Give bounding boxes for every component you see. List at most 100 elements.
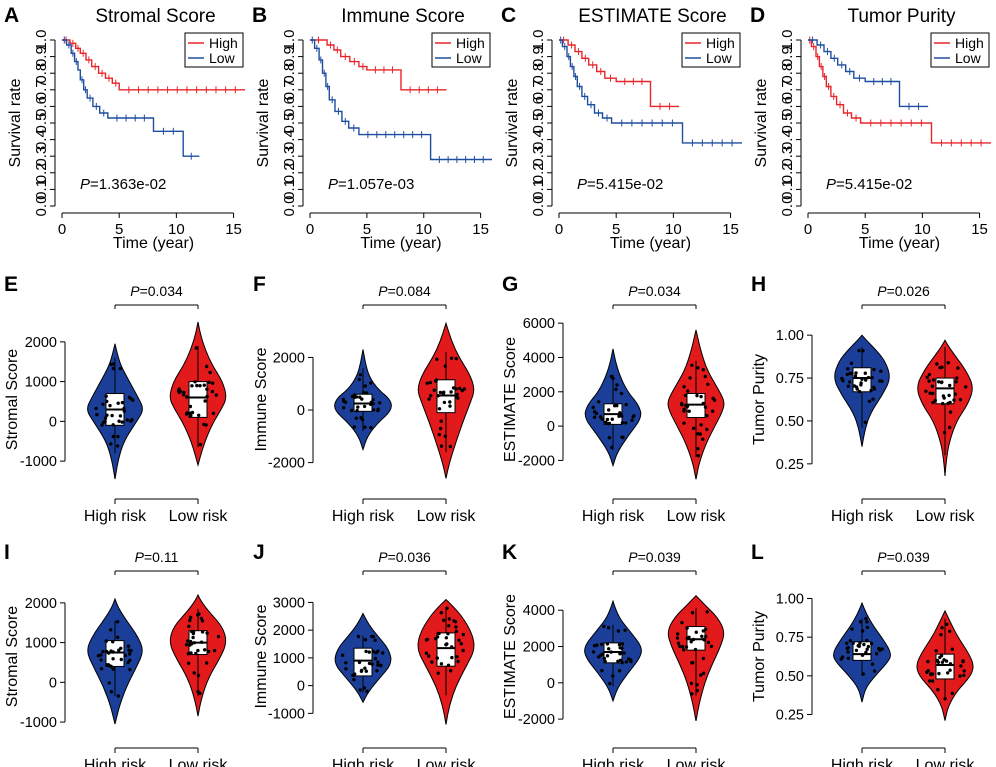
- y-tick-label: 2000: [273, 623, 305, 639]
- y-axis-title: Survival rate: [504, 78, 521, 167]
- data-point: [601, 652, 605, 656]
- data-point: [591, 405, 595, 410]
- data-point: [686, 389, 690, 393]
- data-point: [954, 380, 958, 384]
- data-point: [119, 646, 123, 650]
- data-point: [953, 392, 957, 396]
- data-point: [629, 658, 633, 662]
- data-point: [356, 634, 361, 639]
- data-point: [940, 660, 945, 664]
- data-point: [448, 444, 452, 449]
- data-point: [610, 445, 614, 450]
- data-point: [441, 392, 446, 396]
- y-tick-label: 0.25: [776, 457, 804, 473]
- data-point: [438, 426, 443, 431]
- data-point: [101, 420, 106, 424]
- y-tick-label: 0: [547, 676, 555, 692]
- p-value: P=0.034: [130, 283, 183, 299]
- y-tick-label: 0.6: [33, 96, 50, 117]
- data-point: [191, 630, 196, 634]
- data-point: [188, 618, 192, 623]
- legend-box: [431, 32, 491, 68]
- data-point: [116, 401, 120, 405]
- data-point: [373, 656, 378, 661]
- x-tick-label: 10: [914, 221, 931, 238]
- data-point: [205, 661, 209, 665]
- y-tick-label: 0: [297, 679, 305, 695]
- p-value: P=0.036: [378, 549, 431, 565]
- x-axis-title: Time (year): [610, 235, 691, 252]
- data-point: [706, 382, 710, 386]
- data-point: [357, 377, 361, 382]
- data-point: [685, 636, 689, 641]
- data-point: [925, 375, 929, 379]
- y-tick-label: 1000: [25, 636, 57, 652]
- data-point: [878, 648, 882, 652]
- data-point: [696, 366, 700, 370]
- data-point: [630, 418, 634, 422]
- data-point: [181, 393, 186, 397]
- data-point: [378, 401, 382, 405]
- data-point: [109, 442, 113, 446]
- data-point: [358, 395, 362, 399]
- data-point: [111, 667, 115, 671]
- data-point: [608, 681, 612, 686]
- data-point: [933, 398, 937, 403]
- data-point: [455, 655, 459, 659]
- data-point: [701, 368, 705, 372]
- data-point: [110, 413, 114, 418]
- legend-label: High: [955, 35, 984, 51]
- y-tick-label: 0.2: [779, 162, 796, 183]
- data-point: [446, 663, 451, 667]
- data-point: [108, 403, 112, 408]
- y-tick-label: 0.2: [33, 162, 50, 183]
- data-point: [631, 414, 635, 419]
- chart-title: Immune Score: [341, 6, 465, 27]
- data-point: [198, 384, 202, 388]
- data-point: [680, 620, 684, 625]
- data-point: [196, 689, 200, 694]
- data-point: [435, 635, 440, 639]
- data-point: [848, 371, 852, 376]
- p-value: P=0.034: [628, 283, 681, 299]
- data-point: [617, 669, 622, 673]
- p-value: P=0.11: [135, 549, 179, 565]
- y-tick-label: 1000: [273, 651, 305, 667]
- y-tick-label: -1000: [20, 454, 57, 470]
- y-axis-title: Immune Score: [253, 347, 270, 451]
- data-point: [929, 672, 933, 677]
- y-tick-label: 2000: [25, 596, 57, 612]
- data-point: [376, 663, 380, 667]
- data-point: [680, 645, 685, 649]
- panel-letter: C: [501, 4, 516, 27]
- data-point: [858, 620, 863, 624]
- y-tick-label: -1000: [20, 715, 57, 731]
- data-point: [682, 648, 686, 652]
- data-point: [450, 645, 454, 649]
- p-value: P=1.057e-03: [328, 176, 414, 193]
- y-tick-label: 0.3: [33, 146, 50, 167]
- data-point: [116, 434, 120, 439]
- data-point: [430, 660, 434, 664]
- data-point: [706, 640, 711, 645]
- data-point: [622, 651, 626, 655]
- y-tick-label: 0.25: [776, 708, 804, 724]
- data-point: [592, 644, 597, 648]
- y-tick-label: 0.3: [779, 146, 796, 167]
- y-tick-label: 0.6: [530, 96, 547, 117]
- data-point: [111, 366, 116, 371]
- data-point: [620, 642, 625, 646]
- km-curve-high: [62, 39, 245, 91]
- data-point: [691, 661, 695, 665]
- data-point: [186, 661, 191, 665]
- data-point: [937, 671, 941, 676]
- x-tick-label: Low risk: [667, 757, 727, 767]
- y-tick-label: 0.8: [33, 63, 50, 84]
- x-tick-label: 15: [971, 221, 988, 238]
- y-tick-label: -2000: [518, 453, 555, 469]
- data-point: [937, 380, 941, 384]
- data-point: [930, 384, 934, 388]
- data-point: [690, 692, 694, 696]
- data-point: [185, 395, 189, 399]
- data-point: [452, 619, 456, 623]
